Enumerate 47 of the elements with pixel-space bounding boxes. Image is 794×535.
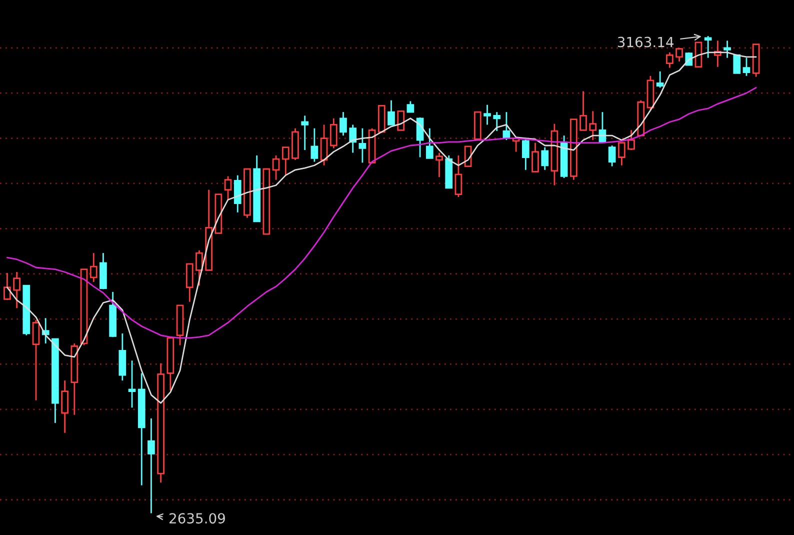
- candlestick: [733, 54, 741, 74]
- candlestick: [522, 138, 530, 171]
- candlestick: [358, 128, 366, 164]
- annotation: 3163.14: [618, 36, 674, 48]
- candlestick: [224, 176, 232, 200]
- candlestick: [61, 380, 68, 434]
- candlestick: [416, 116, 424, 158]
- candlestick: [320, 124, 328, 166]
- candlestick: [724, 40, 731, 59]
- candlestick: [618, 142, 626, 166]
- candlestick: [436, 152, 443, 178]
- candlestick: [454, 154, 462, 198]
- candlestick: [32, 319, 40, 402]
- candlestick: [282, 146, 290, 176]
- candlestick: [580, 90, 587, 131]
- candlestick: [388, 100, 395, 126]
- candlestick: [128, 360, 136, 408]
- candlestick: [4, 272, 11, 301]
- candlestick: [301, 114, 308, 151]
- candlestick: [406, 100, 414, 113]
- candlestick: [426, 128, 434, 159]
- candlestick: [676, 47, 683, 62]
- candlestick: [742, 57, 750, 77]
- candlestick: [704, 35, 712, 59]
- candlestick: [589, 110, 597, 141]
- candlestick: [196, 250, 203, 286]
- candlestick: [493, 111, 501, 132]
- candlestick: [608, 144, 616, 167]
- candlestick: [310, 128, 318, 162]
- candlestick: [13, 271, 20, 309]
- annotation: 2635.09: [170, 513, 225, 524]
- candlestick: [340, 111, 347, 136]
- candlestick: [484, 104, 491, 126]
- candlestick: [349, 124, 357, 154]
- candlestick: [234, 174, 242, 214]
- candlestick: [656, 70, 664, 88]
- candlestick: [148, 418, 155, 514]
- candlestick: [90, 252, 98, 283]
- candlestick: [666, 52, 674, 68]
- candlestick: [272, 154, 280, 181]
- candlestick: [541, 146, 549, 171]
- candlestick: [464, 146, 472, 167]
- candlestick: [532, 142, 539, 172]
- candlestick: [330, 118, 338, 149]
- candlestick: [186, 263, 194, 303]
- candlestick: [397, 110, 405, 131]
- candlestick: [628, 129, 635, 151]
